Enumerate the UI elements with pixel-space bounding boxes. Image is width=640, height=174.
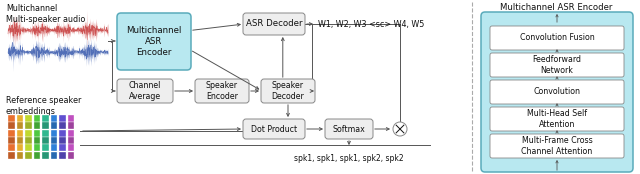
Bar [67, 144, 74, 151]
Bar [42, 130, 49, 137]
Text: Speaker
Decoder: Speaker Decoder [271, 81, 305, 101]
Text: Multi-Frame Cross
Channel Attention: Multi-Frame Cross Channel Attention [522, 136, 593, 156]
Bar [67, 130, 74, 137]
Text: Multichannel ASR Encoder: Multichannel ASR Encoder [500, 3, 612, 12]
Bar [67, 122, 74, 129]
FancyBboxPatch shape [490, 107, 624, 131]
Bar [59, 122, 65, 129]
Bar [59, 137, 65, 144]
Bar [42, 144, 49, 151]
Bar [33, 130, 40, 137]
Bar [51, 137, 57, 144]
Bar [25, 122, 31, 129]
Bar [51, 152, 57, 159]
FancyBboxPatch shape [490, 26, 624, 50]
Text: W1, W2, W3 <sc> W4, W5: W1, W2, W3 <sc> W4, W5 [318, 19, 424, 29]
Text: Multichannel
ASR
Encoder: Multichannel ASR Encoder [126, 26, 182, 57]
Bar [33, 144, 40, 151]
Bar [42, 152, 49, 159]
Bar [25, 130, 31, 137]
Bar [25, 115, 31, 122]
Bar [42, 137, 49, 144]
Bar [33, 137, 40, 144]
FancyBboxPatch shape [261, 79, 315, 103]
Bar [17, 122, 23, 129]
Bar [17, 130, 23, 137]
Bar [8, 130, 15, 137]
Bar [67, 137, 74, 144]
Bar [33, 152, 40, 159]
Bar [25, 137, 31, 144]
FancyBboxPatch shape [325, 119, 373, 139]
Text: spk1, spk1, spk1, spk2, spk2: spk1, spk1, spk1, spk2, spk2 [294, 154, 404, 163]
Bar [33, 122, 40, 129]
Bar [17, 152, 23, 159]
Text: Dot Product: Dot Product [251, 125, 297, 133]
Bar [51, 130, 57, 137]
Bar [17, 137, 23, 144]
Bar [51, 144, 57, 151]
FancyBboxPatch shape [195, 79, 249, 103]
Text: Channel
Average: Channel Average [129, 81, 161, 101]
FancyBboxPatch shape [481, 12, 633, 172]
Bar [8, 115, 15, 122]
FancyBboxPatch shape [117, 13, 191, 70]
Bar [25, 152, 31, 159]
Text: Multichannel
Multi-speaker audio: Multichannel Multi-speaker audio [6, 4, 85, 24]
FancyBboxPatch shape [490, 134, 624, 158]
Bar [17, 115, 23, 122]
Text: Convolution Fusion: Convolution Fusion [520, 34, 595, 42]
Bar [59, 130, 65, 137]
Bar [67, 115, 74, 122]
Circle shape [393, 122, 407, 136]
Text: Reference speaker
embeddings: Reference speaker embeddings [6, 96, 81, 116]
FancyBboxPatch shape [243, 119, 305, 139]
Text: ASR Decoder: ASR Decoder [246, 19, 302, 29]
Bar [59, 152, 65, 159]
Bar [51, 122, 57, 129]
FancyBboxPatch shape [490, 80, 624, 104]
Bar [59, 144, 65, 151]
Bar [67, 152, 74, 159]
Bar [59, 115, 65, 122]
FancyBboxPatch shape [117, 79, 173, 103]
FancyBboxPatch shape [490, 53, 624, 77]
FancyBboxPatch shape [243, 13, 305, 35]
Text: Feedforward
Network: Feedforward Network [532, 55, 582, 75]
Bar [8, 137, 15, 144]
Bar [8, 122, 15, 129]
Bar [25, 144, 31, 151]
Text: Speaker
Encoder: Speaker Encoder [206, 81, 238, 101]
Bar [51, 115, 57, 122]
Bar [42, 122, 49, 129]
Text: Convolution: Convolution [534, 88, 580, 97]
Bar [33, 115, 40, 122]
Text: Softmax: Softmax [333, 125, 365, 133]
Bar [42, 115, 49, 122]
Bar [8, 144, 15, 151]
Text: Multi-Head Self
Attention: Multi-Head Self Attention [527, 109, 587, 129]
Bar [8, 152, 15, 159]
Bar [17, 144, 23, 151]
